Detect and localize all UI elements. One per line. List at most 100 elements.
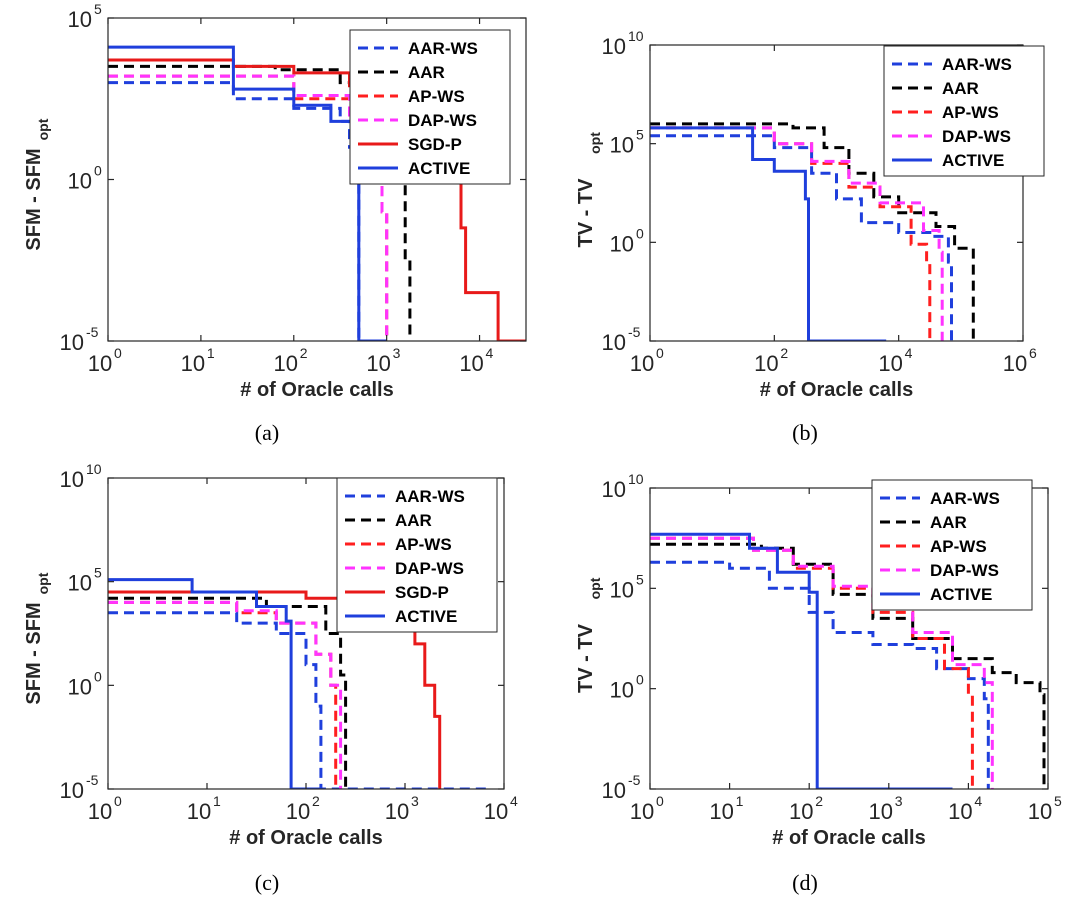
x-tick-exponent: 2	[312, 793, 320, 809]
legend-label-active: ACTIVE	[408, 159, 470, 178]
x-tick-label: 10	[459, 351, 483, 376]
x-axis-label: # of Oracle calls	[229, 827, 382, 849]
x-tick-exponent: 0	[114, 793, 122, 809]
x-tick-exponent: 5	[1054, 793, 1062, 809]
y-axis-label-subscript: opt	[35, 118, 51, 140]
y-tick-exponent: -5	[86, 772, 99, 788]
legend-label-aar-ws: AAR-WS	[408, 39, 478, 58]
x-axis-label: # of Oracle calls	[760, 379, 913, 401]
x-tick-exponent: 1	[213, 793, 221, 809]
legend: AAR-WS AAR AP-WS DAP-WS ACTIVE	[871, 479, 1033, 611]
y-tick-exponent: -5	[628, 324, 641, 340]
chart-panel: 10 0 10 2 10 4 10 610 -510 010 510 10# of Oracle ca…	[575, 28, 1045, 445]
x-axis-label: # of Oracle calls	[240, 379, 393, 401]
series-line-aar-ws	[108, 611, 490, 789]
y-tick-label: 10	[68, 571, 92, 596]
legend-label-ap-ws: AP-WS	[930, 537, 987, 556]
x-tick-exponent: 2	[780, 345, 788, 361]
y-tick-exponent: 5	[636, 571, 644, 587]
x-tick-label: 10	[366, 351, 390, 376]
legend-label-aar-ws: AAR-WS	[930, 489, 1000, 508]
y-tick-exponent: 10	[628, 471, 644, 487]
legend-label-active: ACTIVE	[395, 607, 457, 626]
chart-panel: 10 0 10 1 10 2 10 3 10 4 10 510 -510 010 510 10# of Ora…	[575, 471, 1062, 895]
y-tick-label: 10	[610, 231, 634, 256]
legend-box	[349, 29, 511, 185]
y-tick-exponent: -5	[628, 772, 641, 788]
x-tick-label: 10	[709, 799, 733, 824]
series-line-aar-ws	[108, 81, 361, 341]
x-tick-label: 10	[948, 799, 972, 824]
series-line-active	[108, 45, 387, 341]
x-tick-exponent: 1	[207, 345, 215, 361]
legend-label-active: ACTIVE	[930, 585, 992, 604]
x-tick-label: 10	[484, 799, 508, 824]
series-group	[650, 532, 1046, 789]
x-tick-exponent: 3	[393, 345, 401, 361]
x-tick-exponent: 0	[114, 345, 122, 361]
y-axis-label: SFM - SFM	[23, 602, 45, 704]
y-tick-exponent: 10	[628, 28, 644, 44]
x-tick-exponent: 0	[656, 345, 664, 361]
series-line-dap-ws	[108, 600, 343, 789]
legend-label-aar: AAR	[408, 63, 445, 82]
series-line-aar-ws	[650, 560, 990, 789]
x-tick-exponent: 3	[411, 793, 419, 809]
y-tick-label: 10	[610, 133, 634, 158]
y-tick-label: 10	[602, 330, 626, 355]
series-group	[108, 578, 490, 789]
x-axis-label: # of Oracle calls	[772, 827, 925, 849]
panel-caption: (d)	[792, 870, 818, 895]
legend-label-aar-ws: AAR-WS	[942, 55, 1012, 74]
legend-label-aar: AAR	[942, 79, 979, 98]
series-line-active	[650, 126, 887, 341]
y-tick-label: 10	[60, 330, 84, 355]
plot-frame	[649, 487, 1049, 790]
x-tick-exponent: 4	[486, 345, 494, 361]
panel-caption: (c)	[255, 870, 279, 895]
x-tick-exponent: 4	[974, 793, 982, 809]
series-line-ap-ws	[108, 600, 338, 789]
y-axis-label-subscript: opt	[587, 577, 603, 599]
x-tick-label: 10	[1028, 799, 1052, 824]
x-tick-label: 10	[181, 351, 205, 376]
legend-label-dap-ws: DAP-WS	[930, 561, 999, 580]
series-line-aar-ws	[650, 134, 953, 341]
y-tick-exponent: 0	[94, 668, 102, 684]
y-tick-label: 10	[68, 7, 92, 32]
y-tick-exponent: 5	[94, 565, 102, 581]
x-tick-exponent: 0	[656, 793, 664, 809]
y-tick-label: 10	[68, 674, 92, 699]
y-tick-exponent: 0	[636, 225, 644, 241]
x-tick-label: 10	[754, 351, 778, 376]
legend-label-sgd-p: SGD-P	[408, 135, 462, 154]
y-tick-label: 10	[602, 778, 626, 803]
legend-label-dap-ws: DAP-WS	[395, 559, 464, 578]
y-tick-label: 10	[610, 577, 634, 602]
series-line-dap-ws	[650, 126, 944, 341]
legend-box	[336, 477, 498, 633]
legend-label-sgd-p: SGD-P	[395, 583, 449, 602]
y-axis-label-subscript: opt	[587, 132, 603, 154]
x-tick-exponent: 6	[1029, 345, 1037, 361]
x-tick-label: 10	[286, 799, 310, 824]
y-tick-label: 10	[68, 169, 92, 194]
legend: AAR-WS AAR AP-WS DAP-WS SGD-P ACTIVE	[336, 477, 498, 633]
series-line-aar	[650, 122, 975, 341]
x-tick-label: 10	[385, 799, 409, 824]
x-tick-exponent: 4	[510, 793, 518, 809]
y-tick-label: 10	[60, 467, 84, 492]
series-line-active	[108, 578, 326, 789]
series-line-aar	[108, 596, 348, 789]
y-tick-exponent: 10	[86, 461, 102, 477]
y-tick-exponent: 5	[94, 1, 102, 17]
plot-frame	[649, 44, 1024, 342]
legend-label-aar: AAR	[930, 513, 967, 532]
y-axis-label: SFM - SFM	[23, 148, 45, 250]
chart-panel: 10 0 10 1 10 2 10 3 10 410 -510 010 510 10# of Oracle…	[23, 461, 518, 895]
legend: AAR-WS AAR AP-WS DAP-WS SGD-P ACTIVE	[349, 29, 511, 185]
panel-caption: (a)	[255, 420, 279, 445]
series-line-ap-ws	[108, 74, 389, 341]
x-tick-label: 10	[1003, 351, 1027, 376]
